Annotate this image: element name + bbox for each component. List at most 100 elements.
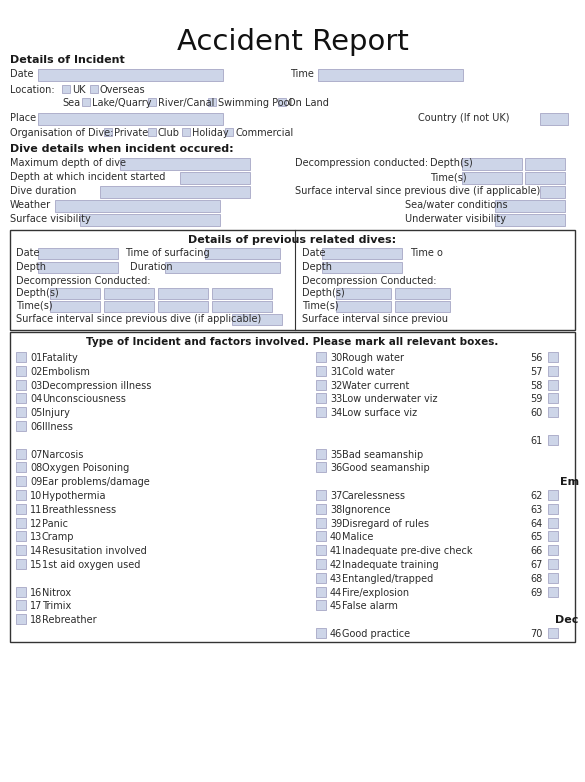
Text: 30: 30 — [330, 353, 342, 363]
Text: 13: 13 — [30, 533, 42, 543]
Text: 57: 57 — [531, 367, 543, 377]
Bar — [316, 586, 326, 597]
Text: Time(s): Time(s) — [430, 172, 467, 182]
Bar — [336, 288, 391, 299]
Bar — [316, 601, 326, 611]
Text: Surface interval since previou: Surface interval since previou — [302, 314, 448, 324]
Text: Maximum depth of dive: Maximum depth of dive — [10, 158, 126, 168]
Text: 05: 05 — [30, 408, 42, 418]
Text: Date: Date — [10, 69, 33, 79]
Text: Depth(s): Depth(s) — [16, 288, 59, 298]
Text: 69: 69 — [531, 587, 543, 597]
Text: On Land: On Land — [288, 98, 329, 108]
Bar — [322, 262, 402, 273]
Bar — [16, 601, 26, 611]
Text: 68: 68 — [531, 574, 543, 584]
Text: Lake/Quarry: Lake/Quarry — [92, 98, 152, 108]
Bar — [316, 490, 326, 500]
Text: 43: 43 — [330, 574, 342, 584]
Bar — [316, 379, 326, 389]
Text: 1st aid oxygen used: 1st aid oxygen used — [42, 560, 140, 570]
Bar — [16, 490, 26, 500]
Bar — [316, 572, 326, 583]
Text: Nitrox: Nitrox — [42, 587, 71, 597]
Bar — [148, 128, 156, 136]
Bar — [318, 69, 463, 81]
Bar — [316, 449, 326, 458]
Bar — [322, 248, 402, 259]
Bar — [212, 301, 272, 312]
Bar — [90, 85, 98, 93]
Text: Illness: Illness — [42, 422, 73, 432]
Text: Good practice: Good practice — [342, 629, 410, 639]
Bar — [55, 200, 220, 212]
Bar — [208, 98, 216, 106]
Text: Duration: Duration — [130, 262, 173, 272]
Text: Inadequate pre-dive check: Inadequate pre-dive check — [342, 546, 473, 556]
Bar — [16, 559, 26, 569]
Text: 67: 67 — [531, 560, 543, 570]
Text: Entangled/trapped: Entangled/trapped — [342, 574, 433, 584]
Bar — [16, 462, 26, 472]
Text: Weather: Weather — [10, 200, 51, 210]
Text: Fatality: Fatality — [42, 353, 78, 363]
Bar — [548, 545, 558, 555]
Text: Cold water: Cold water — [342, 367, 394, 377]
Text: Time o: Time o — [410, 248, 443, 258]
Bar — [548, 393, 558, 404]
Text: 62: 62 — [531, 491, 543, 501]
Text: Disregard of rules: Disregard of rules — [342, 518, 429, 529]
Bar — [104, 128, 112, 136]
Text: Organisation of Dive:: Organisation of Dive: — [10, 128, 113, 138]
Text: 35: 35 — [330, 450, 342, 460]
Bar — [16, 518, 26, 528]
Text: 58: 58 — [531, 381, 543, 390]
Text: Carelessness: Carelessness — [342, 491, 406, 501]
Bar — [16, 393, 26, 404]
Text: Trimix: Trimix — [42, 601, 71, 612]
Text: UK: UK — [72, 85, 85, 95]
Bar — [16, 449, 26, 458]
Bar — [148, 98, 156, 106]
Bar — [16, 532, 26, 541]
Text: 39: 39 — [330, 518, 342, 529]
Text: 33: 33 — [330, 394, 342, 404]
Text: 15: 15 — [30, 560, 42, 570]
Bar — [158, 288, 208, 299]
Bar — [548, 559, 558, 569]
Bar — [495, 214, 565, 226]
Bar — [548, 379, 558, 389]
Bar — [62, 85, 70, 93]
Text: Dive duration: Dive duration — [10, 186, 77, 196]
Text: Depth(s): Depth(s) — [302, 288, 345, 298]
Bar — [16, 352, 26, 362]
Text: 59: 59 — [531, 394, 543, 404]
Text: 65: 65 — [531, 533, 543, 543]
Text: Fire/explosion: Fire/explosion — [342, 587, 409, 597]
Text: Private: Private — [114, 128, 148, 138]
Text: 42: 42 — [330, 560, 342, 570]
Text: Malice: Malice — [342, 533, 373, 543]
Bar — [316, 393, 326, 404]
Text: Time: Time — [290, 69, 314, 79]
Text: 12: 12 — [30, 518, 42, 529]
Text: 11: 11 — [30, 505, 42, 515]
Text: 03: 03 — [30, 381, 42, 390]
Text: Ignorence: Ignorence — [342, 505, 391, 515]
Text: Dive details when incident occured:: Dive details when incident occured: — [10, 144, 233, 154]
Text: Time of surfacing: Time of surfacing — [125, 248, 209, 258]
Text: Decompression Conducted:: Decompression Conducted: — [302, 276, 436, 286]
Text: Good seamanship: Good seamanship — [342, 464, 430, 473]
Text: Sea: Sea — [62, 98, 80, 108]
Text: False alarm: False alarm — [342, 601, 398, 612]
Bar — [16, 366, 26, 376]
Text: Commercial: Commercial — [235, 128, 293, 138]
Text: Decompression illness: Decompression illness — [42, 381, 152, 390]
Text: Time(s): Time(s) — [16, 301, 53, 311]
Bar — [16, 421, 26, 431]
Bar — [38, 113, 223, 125]
Text: 04: 04 — [30, 394, 42, 404]
Text: Cramp: Cramp — [42, 533, 74, 543]
Text: Decompression conducted:: Decompression conducted: — [295, 158, 428, 168]
Text: Overseas: Overseas — [100, 85, 146, 95]
